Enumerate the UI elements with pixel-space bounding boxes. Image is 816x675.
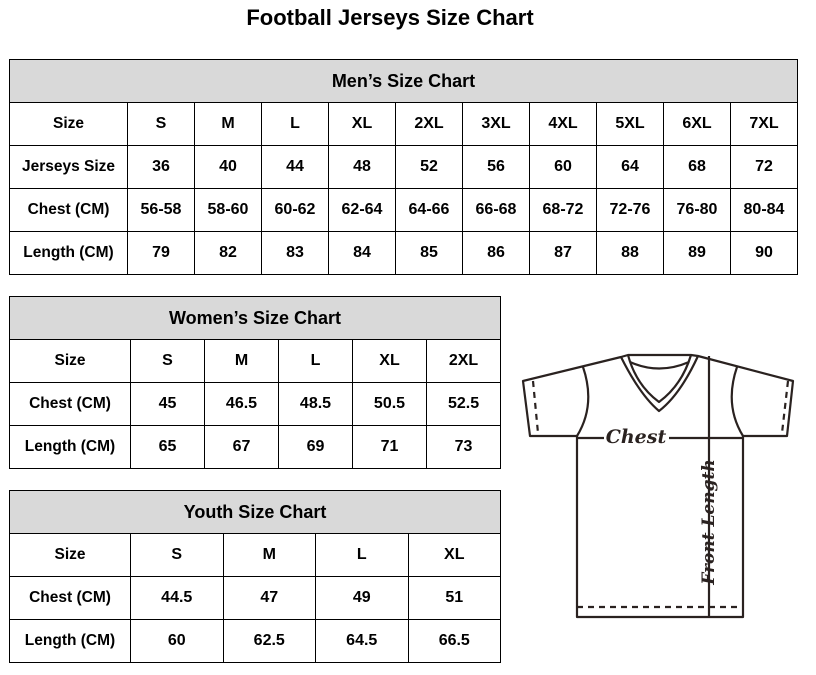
table-heading: Youth Size Chart: [8, 490, 502, 534]
collar: [620, 355, 699, 413]
table-cell: 80-84: [730, 188, 798, 232]
row-label: Length (CM): [9, 231, 128, 275]
table-cell: 51: [407, 576, 502, 620]
table-cell: XL: [328, 102, 396, 146]
table-cell: 72: [730, 145, 798, 189]
table-cell: 60: [529, 145, 597, 189]
table-cell: 66.5: [407, 619, 502, 663]
youth-size-table: Youth Size Chart Size S M L XL Chest (CM) 44.5 4…: [8, 490, 502, 663]
table-cell: 36: [127, 145, 195, 189]
row-label: Length (CM): [9, 619, 131, 663]
table-cell: 88: [596, 231, 664, 275]
table-cell: 65: [130, 425, 205, 469]
page-title: Football Jerseys Size Chart: [246, 5, 534, 30]
table-cell: M: [194, 102, 262, 146]
table-cell: 40: [194, 145, 262, 189]
table-heading: Women’s Size Chart: [8, 296, 502, 340]
table-row: Chest (CM) 56-58 58-60 60-62 62-64 64-66 66-68…: [9, 188, 798, 232]
table-row: Length (CM) 60 62.5 64.5 66.5: [9, 619, 502, 663]
table-cell: 64.5: [315, 619, 409, 663]
table-cell: 89: [663, 231, 731, 275]
table-cell: 84: [328, 231, 396, 275]
table-cell: M: [204, 339, 279, 383]
table-cell: 68: [663, 145, 731, 189]
table-cell: S: [127, 102, 195, 146]
row-label: Jerseys Size: [9, 145, 128, 189]
table-cell: 69: [278, 425, 353, 469]
jersey-outline: [521, 353, 795, 619]
womens-size-table: Women’s Size Chart Size S M L XL 2XL Chest (CM)…: [8, 296, 502, 469]
table-cell: 46.5: [204, 382, 279, 426]
table-row: Size S M L XL: [9, 533, 502, 577]
table-row: Length (CM) 79 82 83 84 85 86 87 88 89 90: [9, 231, 798, 275]
row-label: Chest (CM): [9, 576, 131, 620]
table-row: Chest (CM) 45 46.5 48.5 50.5 52.5: [9, 382, 502, 426]
table-cell: 62.5: [222, 619, 316, 663]
table-cell: 82: [194, 231, 262, 275]
table-cell: M: [222, 533, 316, 577]
table-cell: 90: [730, 231, 798, 275]
table-heading: Men’s Size Chart: [9, 59, 798, 103]
mens-size-table: Men’s Size Chart Size S M L XL 2XL 3XL 4XL 5XL 6XL…: [9, 59, 798, 275]
table-cell: 48: [328, 145, 396, 189]
table-cell: 64-66: [395, 188, 463, 232]
table-cell: 50.5: [352, 382, 427, 426]
table-cell: 64: [596, 145, 664, 189]
table-cell: 85: [395, 231, 463, 275]
table-cell: 58-60: [194, 188, 262, 232]
table-cell: 52.5: [425, 382, 502, 426]
chest-label: Chest: [606, 426, 667, 448]
table-row: Size S M L XL 2XL 3XL 4XL 5XL 6XL 7XL: [9, 102, 798, 146]
table-cell: 62-64: [328, 188, 396, 232]
table-cell: 2XL: [395, 102, 463, 146]
table-cell: L: [261, 102, 329, 146]
row-label: Chest (CM): [9, 382, 131, 426]
table-cell: 60-62: [261, 188, 329, 232]
table-cell: 5XL: [596, 102, 664, 146]
table-cell: 48.5: [278, 382, 353, 426]
row-label: Length (CM): [9, 425, 131, 469]
row-label: Size: [9, 339, 131, 383]
table-cell: 44: [261, 145, 329, 189]
table-cell: 52: [395, 145, 463, 189]
table-cell: 73: [425, 425, 502, 469]
table-cell: 86: [462, 231, 530, 275]
table-cell: S: [130, 533, 224, 577]
front-length-label: Front Length: [699, 459, 719, 585]
table-row: Length (CM) 65 67 69 71 73: [9, 425, 502, 469]
table-cell: XL: [407, 533, 502, 577]
table-cell: 71: [352, 425, 427, 469]
row-label: Size: [9, 533, 131, 577]
table-cell: 67: [204, 425, 279, 469]
table-row: Jerseys Size 36 40 44 48 52 56 60 64 68 72: [9, 145, 798, 189]
table-cell: 79: [127, 231, 195, 275]
